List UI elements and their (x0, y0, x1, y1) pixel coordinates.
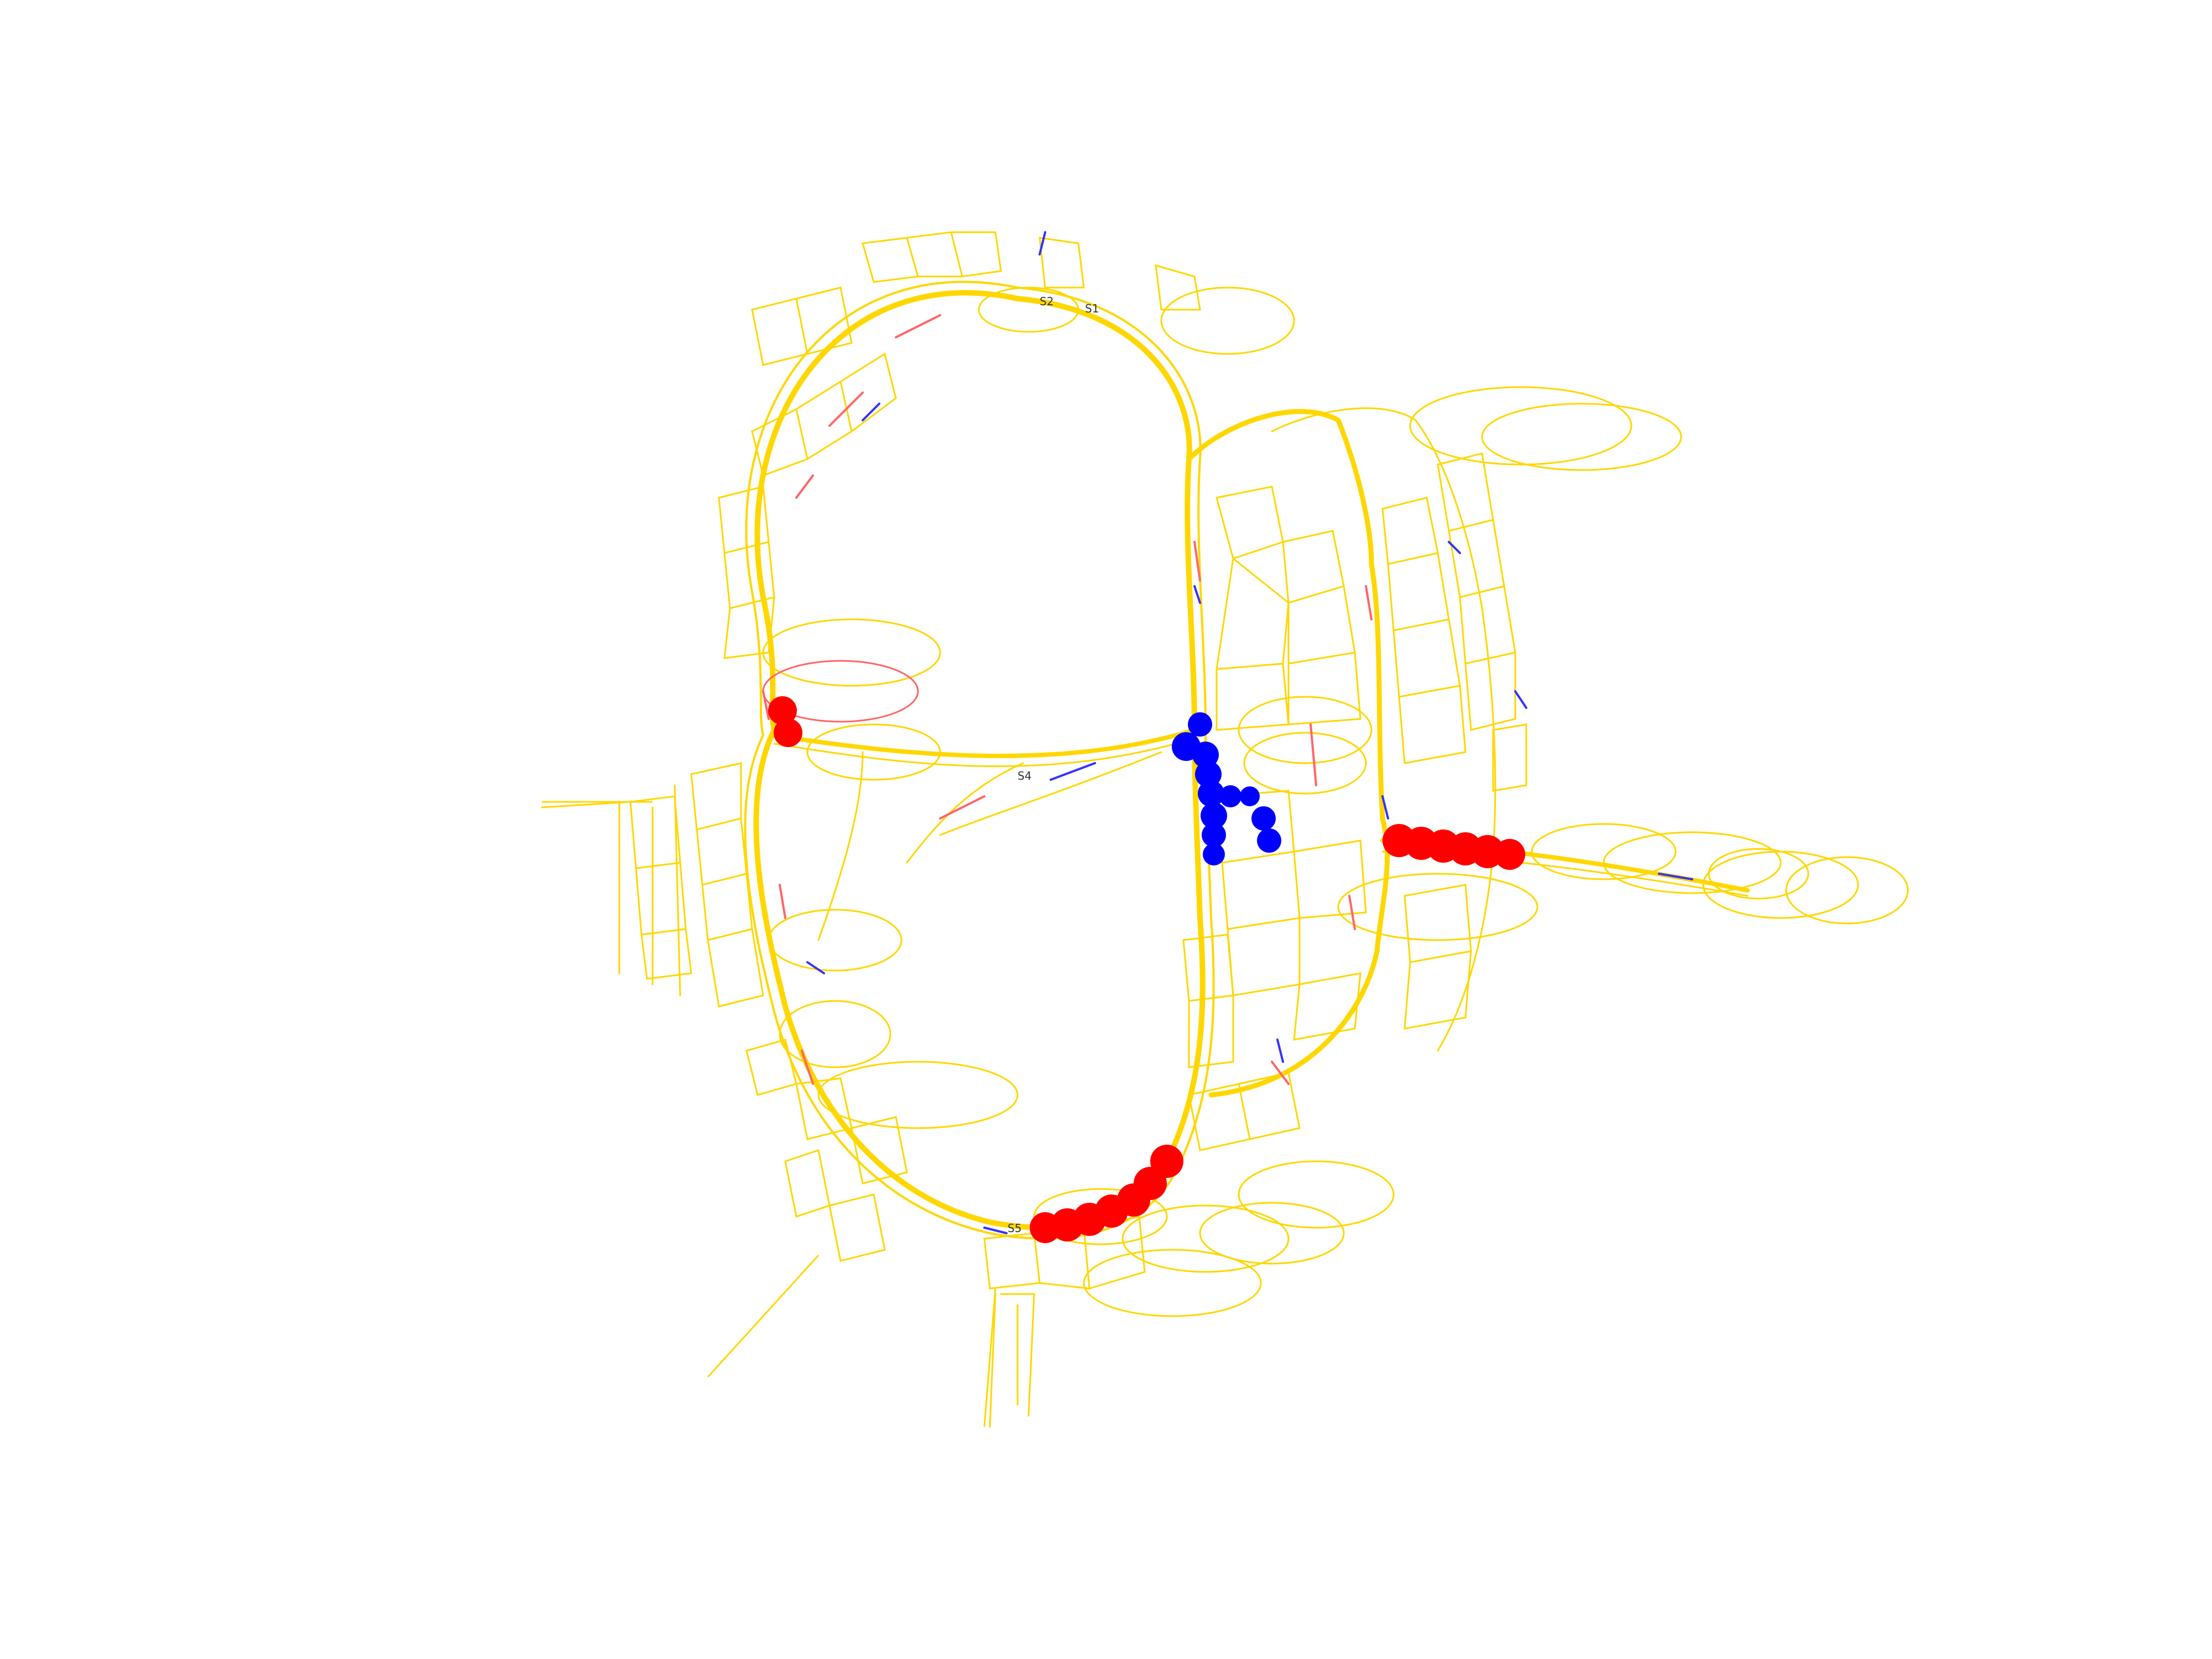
node-label-s4: S4 (1018, 769, 1031, 782)
red-marker-bottom (1030, 1145, 1183, 1243)
blue-marker-center (1172, 712, 1281, 865)
red-marker-left (768, 696, 802, 747)
right-ring (1186, 407, 1750, 1098)
colored-edges (762, 231, 1693, 1234)
node-label-s5: S5 (1008, 1222, 1021, 1235)
main-ring (744, 280, 1215, 1240)
node-label-s1: S1 (1085, 302, 1099, 315)
node-label-s2: S2 (1040, 295, 1053, 308)
self-loops (762, 286, 1909, 1317)
tendrils (542, 801, 997, 1427)
red-marker-right (1383, 824, 1525, 870)
left-network (541, 231, 1301, 1428)
